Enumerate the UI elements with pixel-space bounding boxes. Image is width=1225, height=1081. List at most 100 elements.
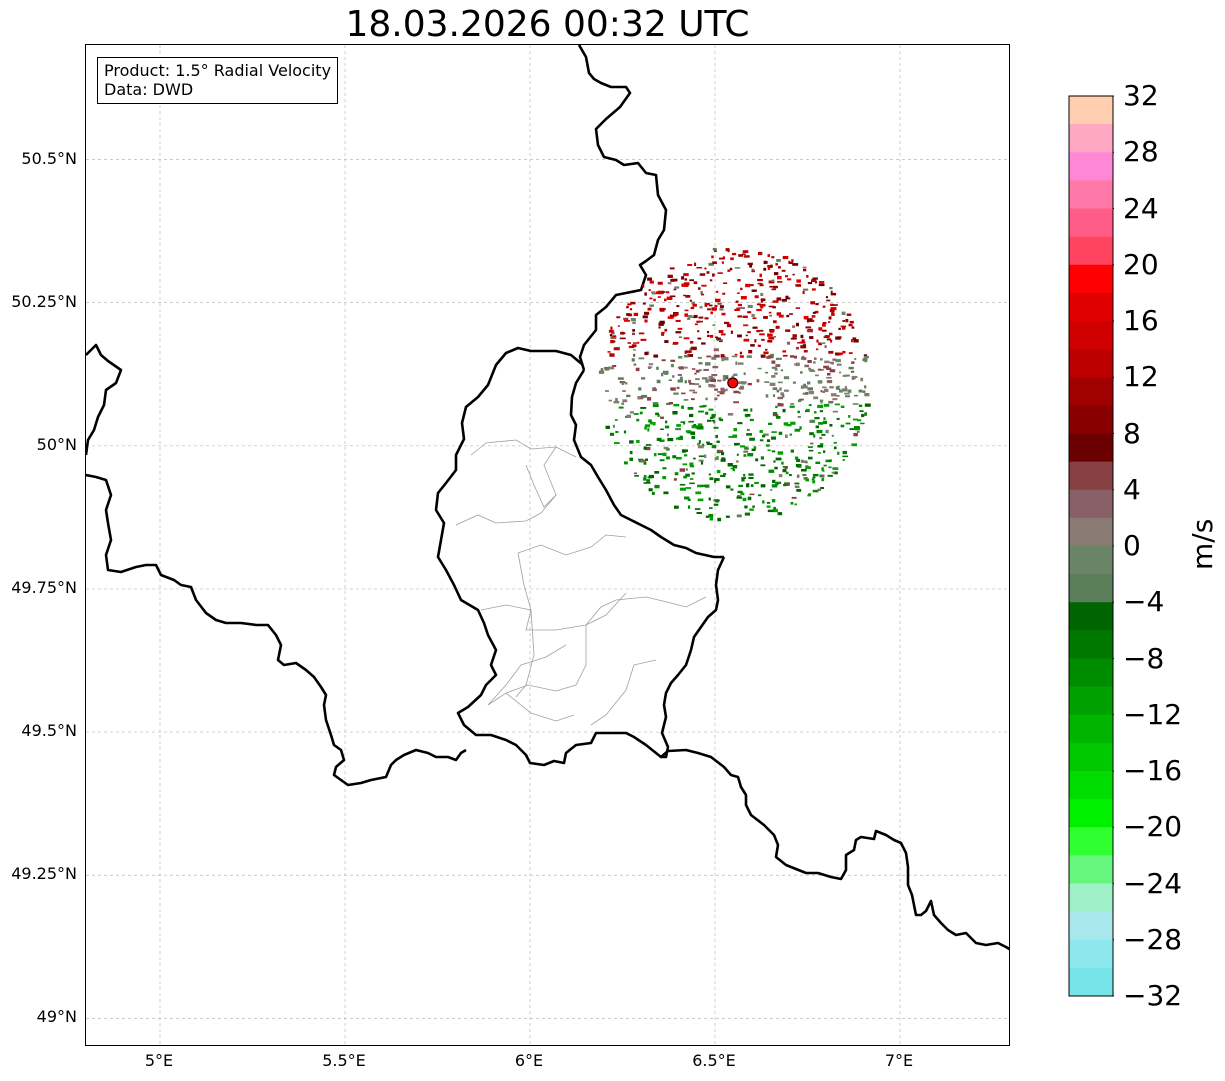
radar-echo-pixel: [860, 377, 864, 382]
radar-echo-pixel: [654, 471, 660, 474]
radar-echo-pixel: [632, 329, 635, 332]
radar-echo-pixel: [609, 432, 615, 436]
radar-echo-pixel: [683, 475, 687, 479]
radar-echo-pixel: [829, 361, 834, 364]
radar-echo-pixel: [675, 331, 682, 334]
radar-echo-pixel: [702, 377, 708, 380]
radar-echo-pixel: [827, 474, 833, 477]
radar-echo-pixel: [714, 478, 720, 481]
radar-echo-pixel: [652, 388, 657, 392]
radar-echo-pixel: [730, 257, 734, 261]
radar-echo-pixel: [771, 288, 776, 291]
colorbar-segment: [1069, 771, 1113, 800]
radar-echo-pixel: [697, 320, 703, 323]
radar-site-dot[interactable]: [727, 377, 739, 389]
radar-echo-pixel: [637, 458, 644, 461]
colorbar-segment: [1069, 574, 1113, 603]
radar-echo-pixel: [765, 394, 769, 398]
radar-echo-pixel: [770, 489, 773, 491]
radar-echo-pixel: [751, 268, 755, 271]
radar-echo-pixel: [715, 434, 718, 439]
radar-echo-pixel: [819, 369, 824, 371]
radar-echo-pixel: [771, 375, 776, 378]
radar-echo-pixel: [664, 298, 667, 302]
radar-echo-pixel: [846, 313, 852, 316]
radar-echo-pixel: [698, 316, 704, 319]
radar-echo-pixel: [823, 450, 826, 453]
radar-echo-pixel: [706, 441, 710, 444]
radar-echo-pixel: [797, 410, 800, 414]
radar-echo-pixel: [747, 496, 752, 501]
longitude-tick-label: 6°E: [514, 1051, 544, 1070]
radar-echo-pixel: [789, 405, 795, 408]
radar-echo-pixel: [746, 433, 752, 436]
radar-echo-pixel: [734, 353, 738, 356]
radar-echo-pixel: [752, 326, 758, 329]
radar-echo-pixel: [812, 480, 816, 484]
radar-echo-pixel: [697, 442, 700, 446]
radar-echo-pixel: [664, 328, 668, 332]
radar-echo-pixel: [744, 413, 751, 417]
radar-echo-pixel: [848, 366, 854, 370]
radar-echo-pixel: [712, 365, 719, 369]
gridlines: [86, 45, 1009, 1045]
radar-echo-pixel: [862, 414, 866, 417]
radar-echo-pixel: [667, 437, 674, 442]
map-panel[interactable]: [85, 44, 1010, 1046]
radar-echo-pixel: [642, 315, 648, 319]
radar-echo-pixel: [640, 407, 647, 409]
radar-echo-pixel: [624, 382, 628, 385]
radar-echo-pixel: [743, 454, 747, 457]
radar-echo-pixel: [673, 392, 679, 395]
radar-echo-pixel: [743, 324, 749, 327]
radar-echo-pixel: [803, 288, 809, 291]
radar-echo-pixel: [786, 424, 792, 427]
radar-echo-pixel: [742, 315, 748, 318]
radar-site-marker[interactable]: [727, 377, 739, 389]
radar-echo-pixel: [767, 449, 771, 451]
radar-echo-pixel: [811, 279, 816, 282]
radar-echo-pixel: [708, 384, 714, 388]
radar-echo-pixel: [663, 446, 669, 450]
radar-echo-pixel: [767, 265, 773, 268]
radar-map[interactable]: [86, 45, 1010, 1046]
radar-echo-pixel: [629, 411, 634, 414]
radar-echo-pixel: [699, 369, 702, 372]
radar-echo-pixel: [743, 473, 746, 477]
radar-echo-pixel: [851, 378, 854, 380]
radar-echo-pixel: [693, 281, 698, 285]
radar-echo-pixel: [676, 386, 680, 390]
radar-echo-pixel: [804, 385, 808, 389]
radar-echo-pixel: [754, 295, 759, 299]
radar-echo-pixel: [608, 366, 615, 370]
radar-echo-pixel: [785, 275, 788, 278]
country-borders: [86, 45, 1009, 951]
radar-echo-pixel: [616, 316, 621, 319]
radar-echo-pixel: [745, 283, 751, 288]
radar-echo-pixel: [805, 408, 810, 412]
radar-echo-pixel: [775, 405, 778, 409]
radar-echo-pixel: [653, 453, 657, 457]
radar-echo-pixel: [842, 450, 847, 455]
radar-echo-pixel: [786, 341, 791, 345]
radar-echo-pixel: [789, 313, 793, 315]
radar-echo-pixel: [782, 408, 786, 413]
radar-echo-pixel: [717, 391, 723, 393]
radar-echo-pixel: [734, 442, 740, 446]
radar-echo-pixel: [864, 360, 868, 363]
radar-echo-pixel: [644, 311, 650, 315]
radar-echo-pixel: [737, 490, 743, 494]
radar-echo-pixel: [829, 332, 833, 336]
radar-echo-pixel: [703, 368, 709, 371]
radar-echo-pixel: [773, 460, 776, 463]
radar-echo-pixel: [796, 474, 800, 478]
radar-echo-pixel: [648, 474, 654, 479]
radar-echo-pixel: [747, 304, 753, 308]
radar-echo-pixel: [772, 414, 779, 417]
radar-echo-pixel: [824, 345, 827, 348]
radar-echo-pixel: [683, 354, 689, 358]
radar-echo-pixel: [733, 401, 739, 404]
radar-echo-pixel: [672, 375, 675, 378]
colorbar-tick-label: 24: [1123, 191, 1159, 225]
radar-echo-pixel: [691, 398, 695, 401]
